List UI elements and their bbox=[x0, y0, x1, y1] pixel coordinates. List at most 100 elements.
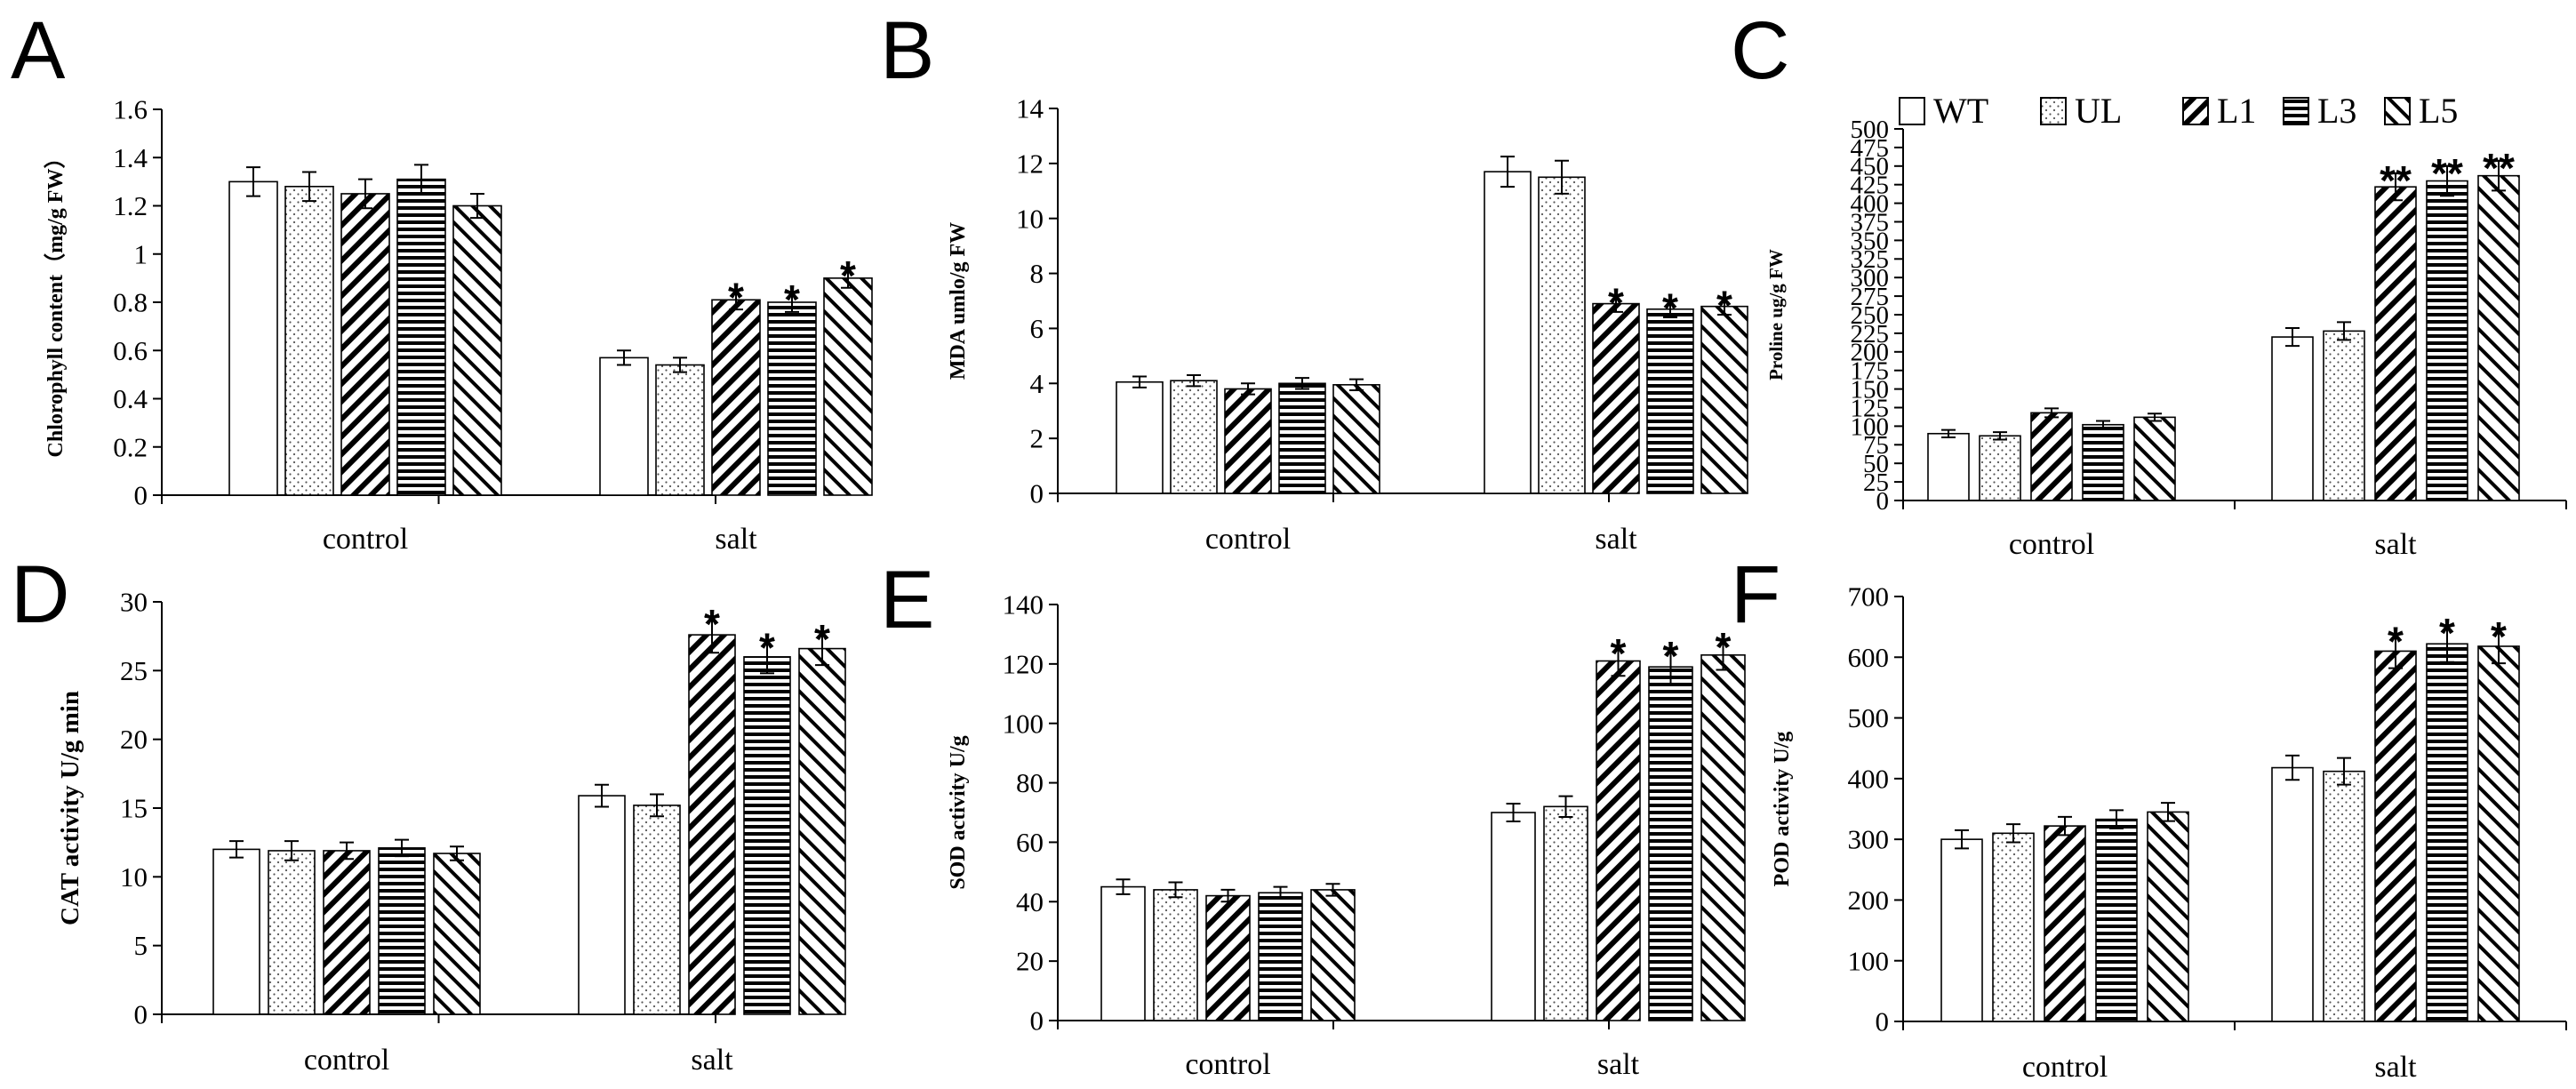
error-bar bbox=[1273, 885, 1288, 900]
panel-letter: F bbox=[1731, 549, 1780, 640]
category-label-control: control bbox=[2022, 1051, 2108, 1084]
y-tick-label: 0 bbox=[134, 999, 148, 1030]
y-tick-label: 250 bbox=[1851, 301, 1890, 330]
error-bar bbox=[470, 192, 484, 220]
error-bar bbox=[2440, 624, 2454, 663]
bar-l1-control bbox=[1205, 894, 1251, 1021]
panel-e: E 0 20 40 60 80 100 120 140 SOD activity U/g contr… bbox=[880, 555, 1746, 1081]
error-bar bbox=[2388, 172, 2403, 202]
bar-wt-control bbox=[1927, 432, 1970, 501]
bar-l1-salt bbox=[2374, 186, 2417, 501]
y-tick-label: 10 bbox=[120, 861, 148, 893]
bar-l1-salt bbox=[1592, 302, 1640, 494]
error-bar bbox=[1325, 883, 1340, 897]
legend-swatch-ul bbox=[2040, 97, 2067, 125]
error-bar bbox=[1500, 156, 1515, 188]
error-bar bbox=[1506, 802, 1521, 823]
bar-ul-control bbox=[1170, 380, 1218, 494]
y-tick-label: 400 bbox=[1851, 189, 1890, 218]
legend: WT UL L1 L3 L5 bbox=[1899, 91, 2458, 131]
error-bar bbox=[284, 840, 299, 861]
y-tick-label: 20 bbox=[120, 724, 148, 755]
y-tick-label: 325 bbox=[1851, 245, 1890, 274]
y-tick-label: 300 bbox=[1851, 264, 1890, 292]
significance-star: * bbox=[2439, 610, 2455, 656]
y-tick-label: 25 bbox=[120, 655, 148, 686]
y-tick-label: 600 bbox=[1848, 642, 1890, 673]
bar-ul-salt bbox=[655, 364, 705, 496]
significance-star: * bbox=[2491, 613, 2507, 660]
bar-l1-control bbox=[323, 850, 371, 1015]
y-tick-label: 10 bbox=[1016, 203, 1044, 234]
error-bar bbox=[1993, 431, 2007, 441]
y-tick-label: 30 bbox=[120, 587, 148, 618]
bar-ul-salt bbox=[633, 805, 681, 1015]
bar-ul-salt bbox=[1543, 805, 1588, 1021]
panel-a: A 0 0.2 0.4 0.6 0.8 1 1.2 1.4 1.6 Chlorophyll cont… bbox=[11, 5, 873, 556]
error-bar bbox=[2044, 407, 2059, 419]
category-label-control: control bbox=[2009, 528, 2094, 561]
bar-l5-control bbox=[433, 853, 481, 1015]
bar-l5-control bbox=[1310, 889, 1356, 1021]
significance-star: * bbox=[1662, 285, 1678, 332]
error-bar bbox=[246, 166, 260, 197]
y-axis-label: POD activity U/g bbox=[1771, 732, 1794, 887]
bar-l3-control bbox=[378, 847, 426, 1015]
y-tick-label: 80 bbox=[1016, 767, 1044, 798]
legend-swatch-l3 bbox=[2283, 97, 2309, 125]
bar-ul-control bbox=[1979, 435, 2021, 501]
bar-ul-control bbox=[1992, 832, 2035, 1022]
error-bar bbox=[2492, 159, 2506, 192]
y-tick-label: 200 bbox=[1851, 339, 1890, 367]
category-label-salt: salt bbox=[1595, 523, 1637, 556]
significance-star: * bbox=[784, 276, 800, 323]
y-tick-label: 375 bbox=[1851, 208, 1890, 236]
panel-letter: B bbox=[880, 5, 934, 96]
significance-star: * bbox=[840, 252, 856, 299]
y-tick-label: 475 bbox=[1851, 134, 1890, 163]
bar-l3-control bbox=[1258, 892, 1303, 1021]
bar-l5-salt bbox=[2477, 645, 2520, 1022]
y-axis-label: MDA umlo/g FW bbox=[947, 222, 970, 380]
panel-f: F 0 100 200 300 400 500 600 700 POD activity U/g c… bbox=[1731, 549, 2567, 1084]
bar-ul-control bbox=[1153, 889, 1198, 1021]
error-bar bbox=[1555, 159, 1569, 195]
bar-l1-control bbox=[1224, 388, 1272, 494]
bar-l1-control bbox=[340, 193, 390, 496]
bar-l5-salt bbox=[1700, 305, 1748, 494]
y-tick-label: 75 bbox=[1863, 431, 1889, 460]
bar-l5-salt bbox=[2477, 174, 2520, 501]
y-axis-label: CAT activity U/g min bbox=[56, 691, 84, 925]
error-bar bbox=[395, 838, 409, 858]
bar-l5-control bbox=[2133, 416, 2176, 501]
error-bar bbox=[2337, 757, 2351, 786]
error-bar bbox=[1955, 829, 1969, 850]
panel-letter: A bbox=[11, 5, 66, 96]
bar-l3-control bbox=[396, 178, 446, 496]
error-bar bbox=[229, 840, 244, 859]
y-tick-label: 60 bbox=[1016, 827, 1044, 858]
bar-l3-control bbox=[1278, 382, 1326, 494]
error-bar bbox=[1220, 888, 1236, 903]
y-tick-label: 100 bbox=[1848, 945, 1890, 976]
error-bar bbox=[760, 639, 774, 675]
bar-l5-salt bbox=[1700, 654, 1746, 1021]
y-tick-label: 100 bbox=[1003, 708, 1044, 739]
bar-wt-salt bbox=[578, 795, 626, 1015]
y-tick-label: 8 bbox=[1030, 258, 1044, 289]
y-tick-label: 500 bbox=[1851, 116, 1890, 144]
category-label-salt: salt bbox=[715, 523, 757, 556]
panel-c: C 025507510012515017520022525027530032535… bbox=[1731, 5, 2567, 561]
legend-label-wt: WT bbox=[1933, 91, 1988, 131]
significance-star: ** bbox=[2483, 145, 2515, 191]
bar-l1-salt bbox=[1596, 660, 1641, 1021]
y-tick-label: 140 bbox=[1003, 589, 1044, 621]
error-bar bbox=[450, 845, 464, 861]
panel-d: D 0 5 10 15 20 25 30 CAT activity U/g min control… bbox=[11, 549, 846, 1077]
significance-star: * bbox=[1611, 630, 1627, 677]
bar-l1-control bbox=[2030, 412, 2073, 501]
bar-l5-salt bbox=[823, 277, 873, 496]
y-tick-label: 700 bbox=[1848, 581, 1890, 613]
error-bar bbox=[340, 841, 354, 861]
bar-l3-salt bbox=[1648, 666, 1693, 1021]
